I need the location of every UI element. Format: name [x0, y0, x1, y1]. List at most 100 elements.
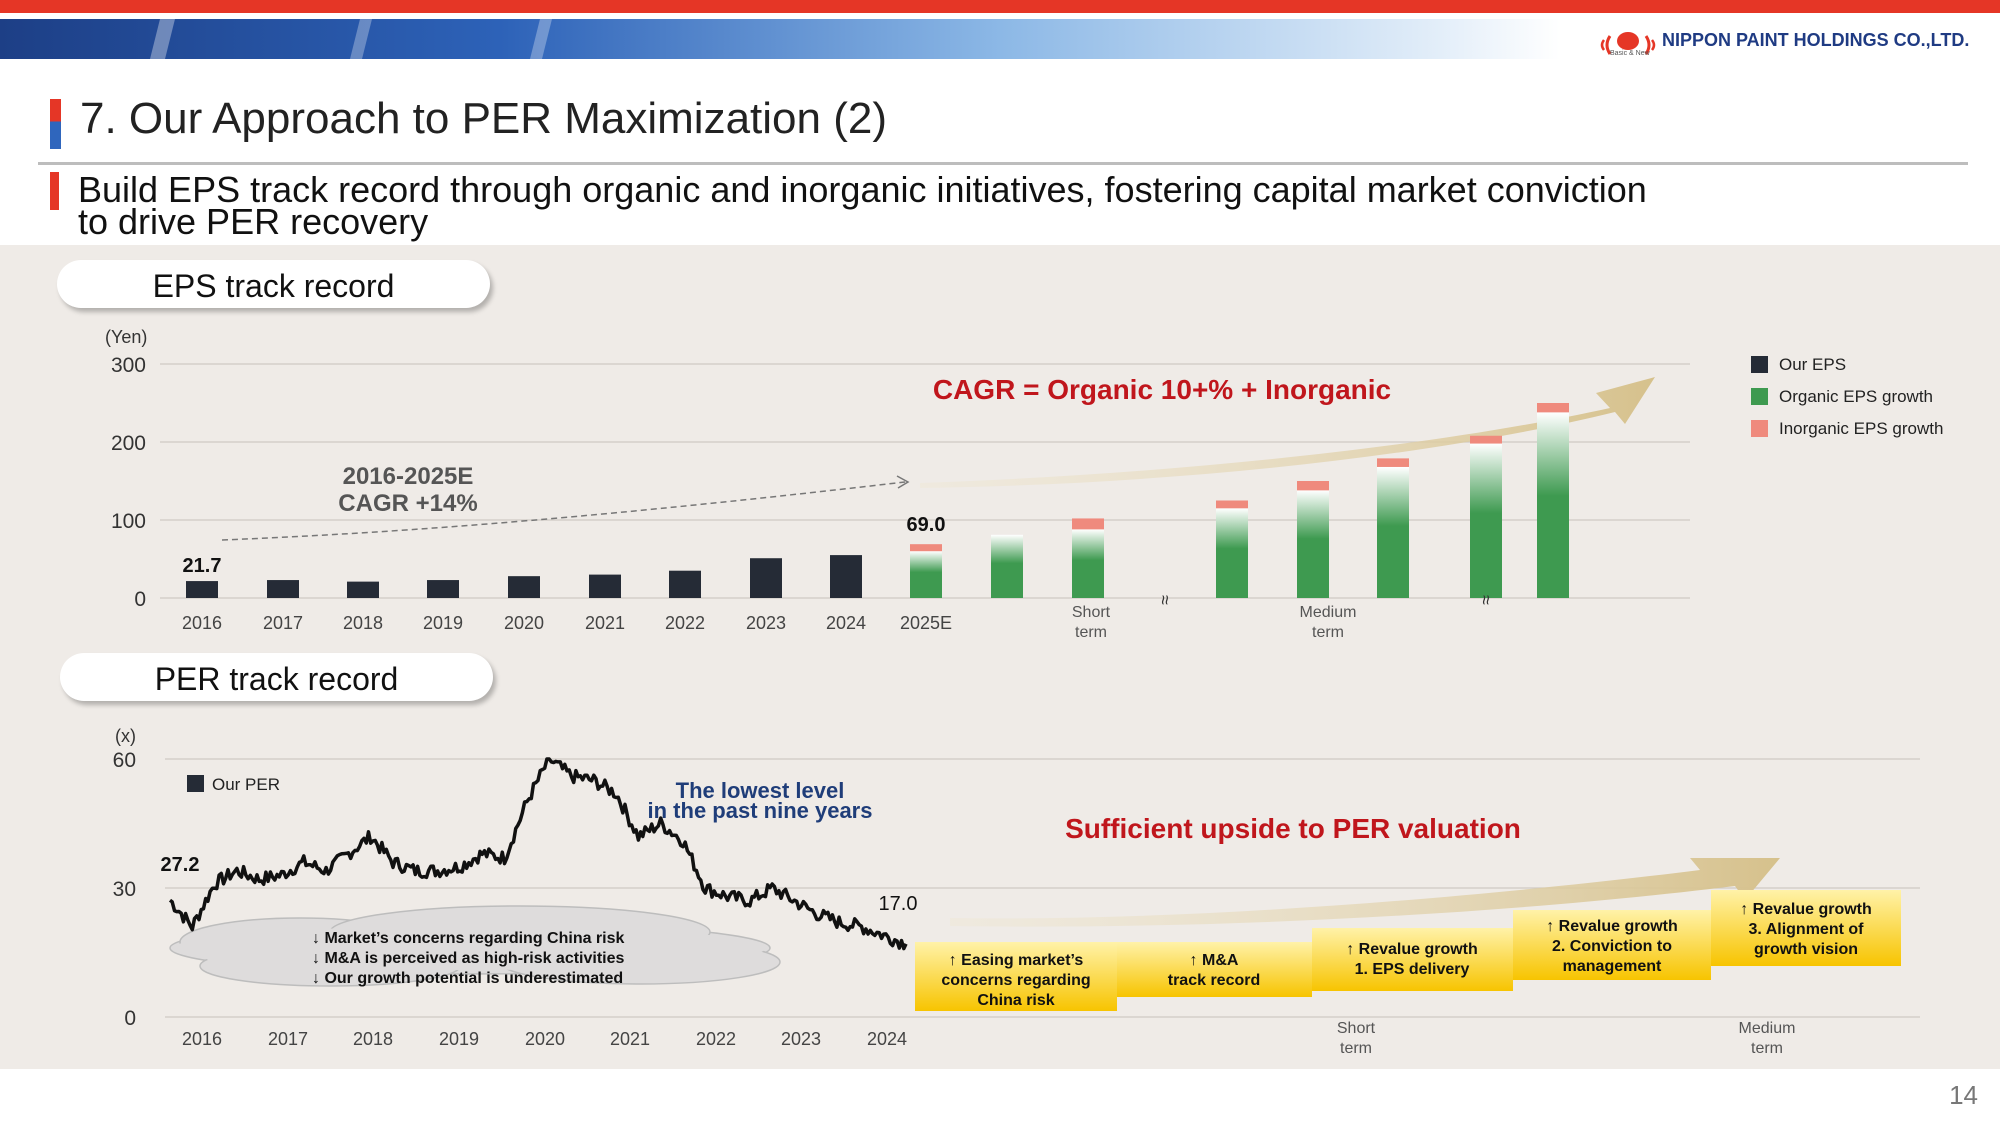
per-y-tick: 30 [113, 878, 136, 901]
per-x-label: 2021 [610, 1029, 650, 1049]
per-step-3: ↑ Revalue growth 1. EPS delivery [1312, 928, 1513, 991]
eps-organic-bar [991, 534, 1023, 598]
eps-heading-pill: EPS track record [57, 260, 490, 308]
eps-bar [750, 558, 782, 598]
per-x-label: 2022 [696, 1029, 736, 1049]
eps-cagr-period: 2016-2025E [343, 463, 474, 490]
concern-growth-underestimated: ↓ Our growth potential is underestimated [312, 970, 623, 987]
eps-x-label: 2018 [343, 613, 383, 633]
eps-organic-bar [1470, 443, 1502, 598]
eps-inorganic-bar [910, 544, 942, 552]
eps-organic-bar [910, 551, 942, 598]
logo-mark-icon [1600, 32, 1656, 55]
per-step-4-text: ↑ Revalue growth 2. Conviction to manageme… [1546, 918, 1678, 975]
eps-x-label: 2025E [900, 613, 952, 633]
eps-y-tick: 100 [111, 510, 146, 533]
eps-x-labels: 2016 2017 2018 2019 2020 2021 2022 2023 2024 2025… [182, 613, 952, 633]
eps-x-label: 2020 [504, 613, 544, 633]
per-unit: (x) [115, 726, 136, 746]
eps-inorganic-bar [1072, 518, 1104, 530]
per-x-label: 2024 [867, 1029, 907, 1049]
eps-headline: CAGR = Organic 10+% + Inorganic [933, 374, 1391, 405]
eps-axis-break-2: ≈ [1476, 595, 1496, 605]
eps-legend-organic: Organic EPS growth [1779, 387, 1933, 406]
per-step-5-text: ↑ Revalue growth 3. Alignment of growth vi… [1740, 901, 1872, 958]
per-x-label: 2020 [525, 1029, 565, 1049]
eps-legend-inorganic: Inorganic EPS growth [1779, 419, 1943, 438]
eps-bars [186, 403, 1569, 598]
eps-x-label: 2019 [423, 613, 463, 633]
eps-x-label: 2021 [585, 613, 625, 633]
eps-cagr-trend-arrow [221, 481, 906, 541]
per-lowest-note-2: in the past nine years [648, 798, 873, 823]
eps-axis-break-1: ≈ [1155, 595, 1175, 605]
per-step-1-text: ↑ Easing market’s concerns regarding China… [941, 952, 1090, 1009]
eps-bar [669, 570, 701, 598]
per-x-label: 2023 [781, 1029, 821, 1049]
eps-medium-term-label: Medium term [1300, 604, 1357, 641]
eps-chart: 0 100 200 300 (Yen) 2016 2017 2018 2019 2020 202… [105, 327, 1943, 641]
per-legend: Our PER [212, 775, 280, 794]
concerns-cloud [169, 905, 781, 987]
eps-legend-swatch-organic [1751, 388, 1768, 405]
per-y-tick: 0 [124, 1007, 136, 1030]
per-step-1: ↑ Easing market’s concerns regarding China… [915, 942, 1117, 1011]
eps-cagr-arrowhead [896, 475, 910, 489]
subtitle-accent [50, 172, 59, 210]
eps-x-label: 2022 [665, 613, 705, 633]
title-divider [38, 162, 1968, 165]
per-step-5: ↑ Revalue growth 3. Alignment of growth vi… [1711, 890, 1901, 966]
per-lowest-note-1: The lowest level [676, 778, 845, 803]
eps-short-term-label: Short term [1072, 604, 1111, 641]
per-heading: PER track record [154, 661, 399, 697]
eps-label-2025e: 69.0 [907, 514, 946, 536]
eps-bar [267, 580, 299, 598]
per-legend-swatch [187, 775, 204, 792]
eps-bar [830, 555, 862, 598]
per-line [168, 757, 908, 951]
eps-y-tick: 200 [111, 432, 146, 455]
eps-organic-bar [1072, 529, 1104, 598]
eps-growth-arrow [920, 377, 1655, 488]
per-heading-pill: PER track record [60, 653, 493, 701]
per-step-3-text: ↑ Revalue growth 1. EPS delivery [1346, 941, 1478, 978]
eps-y-tick: 0 [134, 588, 146, 611]
per-axis-ticks: 0 30 60 [113, 749, 136, 1030]
per-step-2: ↑ M&A track record [1117, 942, 1312, 997]
eps-organic-bar [1537, 412, 1569, 598]
per-upside-arrow [950, 858, 1780, 927]
eps-bar [508, 576, 540, 598]
page-number: 14 [1949, 1080, 1978, 1110]
eps-cagr-value: CAGR +14% [338, 490, 477, 517]
logo-tagline: Basic & New [1610, 50, 1650, 57]
eps-bar [186, 581, 218, 598]
eps-bar [589, 574, 621, 598]
eps-inorganic-bar [1537, 403, 1569, 413]
concern-ma-risk: ↓ M&A is perceived as high-risk activiti… [312, 950, 625, 967]
eps-bar [347, 581, 379, 598]
page-subtitle-line1: Build EPS track record through organic a… [78, 169, 1647, 210]
per-y-tick: 60 [113, 749, 136, 772]
per-chart: 0 30 60 (x) ↓ Market’s concerns regarding … [113, 726, 1920, 1057]
eps-x-label: 2024 [826, 613, 866, 633]
eps-unit: (Yen) [105, 327, 147, 347]
per-x-label: 2018 [353, 1029, 393, 1049]
eps-x-label: 2016 [182, 613, 222, 633]
eps-legend-swatch-our-eps [1751, 356, 1768, 373]
eps-organic-bar [1297, 490, 1329, 598]
per-start-label: 27.2 [161, 854, 200, 876]
page-title: 7. Our Approach to PER Maximization (2) [80, 94, 887, 143]
eps-legend: Our EPS Organic EPS growth Inorganic EPS… [1751, 355, 1943, 438]
per-medium-term-label: Medium term [1739, 1020, 1796, 1057]
per-x-label: 2017 [268, 1029, 308, 1049]
eps-x-label: 2017 [263, 613, 303, 633]
company-name: NIPPON PAINT HOLDINGS CO.,LTD. [1662, 30, 1970, 50]
title-accent [50, 99, 61, 149]
eps-axis-ticks: 0 100 200 300 [111, 354, 146, 611]
eps-heading: EPS track record [152, 268, 395, 304]
per-x-label: 2016 [182, 1029, 222, 1049]
eps-label-2016: 21.7 [183, 555, 222, 577]
page-subtitle-line2: to drive PER recovery [78, 201, 429, 242]
per-short-term-label: Short term [1337, 1020, 1376, 1057]
per-step-4: ↑ Revalue growth 2. Conviction to manageme… [1513, 910, 1711, 980]
